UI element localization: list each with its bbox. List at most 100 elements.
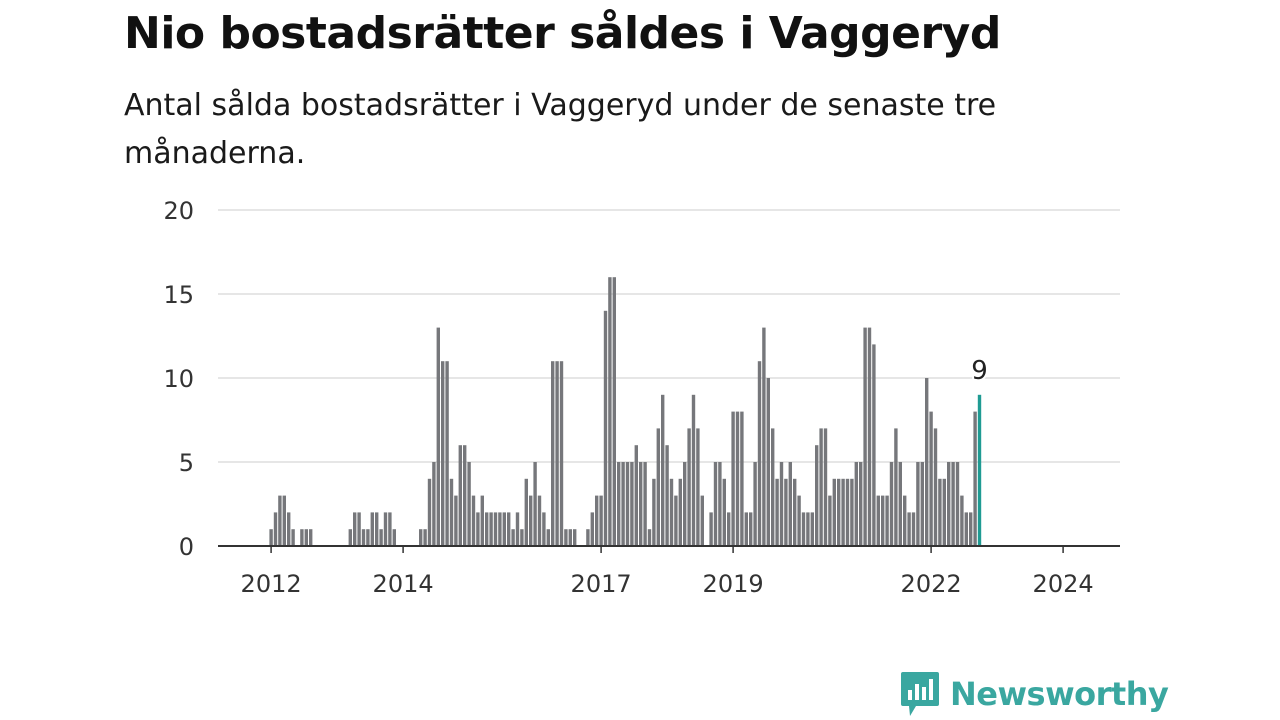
bar	[942, 478, 946, 546]
bar	[762, 327, 766, 546]
bar	[471, 495, 476, 546]
bar	[287, 512, 291, 546]
bar	[454, 495, 458, 546]
bar	[947, 462, 951, 546]
bar	[920, 462, 924, 546]
y-tick-label: 5	[179, 449, 194, 477]
bar	[652, 478, 656, 546]
bar	[683, 462, 687, 546]
bar	[898, 462, 902, 546]
bar	[282, 495, 286, 546]
bar	[687, 428, 691, 546]
bar	[969, 512, 973, 546]
bar-chart: 0 5 10 15 20 2012 2014 2017 2019 2022 2024 9	[163, 197, 1120, 598]
bar	[727, 512, 731, 546]
bar	[691, 394, 696, 546]
bar	[903, 495, 907, 546]
bar	[524, 478, 528, 546]
bar	[889, 462, 894, 546]
bar	[379, 529, 383, 546]
brand-name: Newsworthy	[950, 675, 1169, 713]
bar	[669, 478, 674, 546]
bar	[916, 462, 920, 546]
bar	[489, 512, 493, 546]
bar	[432, 462, 436, 546]
bar	[485, 512, 489, 546]
bar	[612, 277, 616, 546]
bar	[661, 394, 665, 546]
bar	[859, 462, 863, 546]
bar	[744, 512, 748, 546]
bar	[766, 378, 770, 546]
y-tick-label: 0	[179, 533, 194, 561]
bar	[375, 512, 379, 546]
bar	[894, 428, 898, 546]
x-tick-label: 2017	[571, 570, 632, 598]
bar	[960, 495, 964, 546]
bar	[493, 512, 498, 546]
bar	[559, 361, 564, 546]
bar	[608, 277, 612, 546]
bar	[793, 478, 797, 546]
bar	[815, 445, 819, 546]
bar	[427, 478, 432, 546]
bar	[753, 462, 757, 546]
bar	[300, 529, 304, 546]
bar	[837, 478, 841, 546]
bar	[515, 512, 520, 546]
bar	[841, 478, 845, 546]
bar	[911, 512, 916, 546]
bar	[674, 495, 678, 546]
bar	[867, 327, 872, 546]
bar	[678, 478, 682, 546]
bar	[718, 462, 722, 546]
bar	[463, 445, 467, 546]
bar	[511, 529, 515, 546]
bar	[775, 478, 779, 546]
x-tick-label: 2019	[703, 570, 764, 598]
bar	[872, 344, 876, 546]
bar	[353, 512, 357, 546]
bar	[370, 512, 374, 546]
bar	[933, 428, 938, 546]
bar	[388, 512, 392, 546]
bar	[881, 495, 885, 546]
y-tick-label: 10	[163, 365, 194, 393]
bar	[533, 462, 537, 546]
bar	[656, 428, 660, 546]
bar	[938, 478, 942, 546]
bar	[929, 411, 933, 546]
bar	[564, 529, 568, 546]
x-tick-label: 2024	[1033, 570, 1094, 598]
bar	[590, 512, 594, 546]
bar	[423, 529, 427, 546]
bar	[309, 529, 313, 546]
bar	[749, 512, 753, 546]
bar	[700, 495, 704, 546]
brand-logo: Newsworthy	[900, 668, 1169, 720]
bar	[863, 327, 867, 546]
bar	[951, 462, 955, 546]
bar	[832, 478, 836, 546]
bar	[383, 512, 388, 546]
bar	[806, 512, 810, 546]
bar	[502, 512, 506, 546]
bar	[757, 361, 762, 546]
bar	[273, 512, 278, 546]
data-label-latest: 9	[971, 356, 988, 386]
bar	[595, 495, 599, 546]
bar	[621, 462, 625, 546]
bar	[964, 512, 968, 546]
chart-title: Nio bostadsrätter såldes i Vaggeryd	[124, 8, 1001, 59]
bar	[445, 361, 449, 546]
bar	[551, 361, 555, 546]
bar	[731, 411, 735, 546]
bar	[907, 512, 911, 546]
bar	[476, 512, 480, 546]
bar	[586, 529, 590, 546]
bar	[771, 428, 775, 546]
bar	[665, 445, 669, 546]
bar	[810, 512, 814, 546]
bar	[436, 327, 440, 546]
bar	[784, 478, 788, 546]
